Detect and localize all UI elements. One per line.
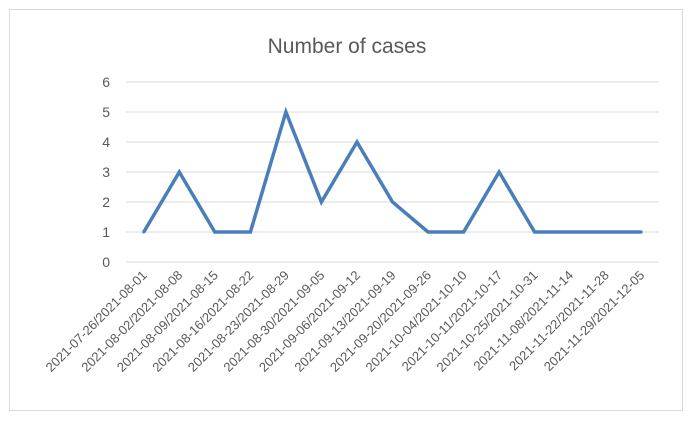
data-point	[391, 200, 394, 204]
chart-frame: Number of cases 0 1 2 3 4 5 6 2021-07-26/2021-…	[9, 9, 683, 411]
x-axis-ticks: 2021-07-26/2021-08-012021-08-02/2021-08-…	[43, 268, 648, 375]
y-tick-label: 4	[102, 134, 110, 150]
y-tick-label: 0	[102, 254, 110, 270]
gridlines	[126, 81, 659, 233]
data-point	[248, 230, 252, 234]
data-point	[568, 230, 572, 234]
y-tick-label: 1	[102, 224, 110, 240]
data-point	[213, 230, 217, 234]
data-point	[426, 230, 430, 234]
y-axis-ticks: 0 1 2 3 4 5 6	[102, 74, 110, 270]
line-chart: Number of cases 0 1 2 3 4 5 6 2021-07-26/2021-…	[43, 35, 659, 375]
data-point	[177, 170, 181, 174]
data-point	[604, 230, 608, 234]
y-tick-label: 3	[102, 164, 110, 180]
chart-title: Number of cases	[268, 35, 427, 58]
data-point	[497, 170, 501, 174]
series-line-layer	[142, 106, 643, 234]
data-point	[639, 230, 643, 234]
y-tick-label: 5	[102, 104, 110, 120]
data-point	[533, 230, 537, 234]
data-point	[355, 140, 359, 144]
y-tick-label: 2	[102, 194, 110, 210]
data-point	[142, 230, 146, 234]
y-tick-label: 6	[102, 74, 110, 90]
data-point	[462, 230, 466, 234]
data-point	[284, 110, 288, 114]
data-point	[319, 200, 323, 204]
